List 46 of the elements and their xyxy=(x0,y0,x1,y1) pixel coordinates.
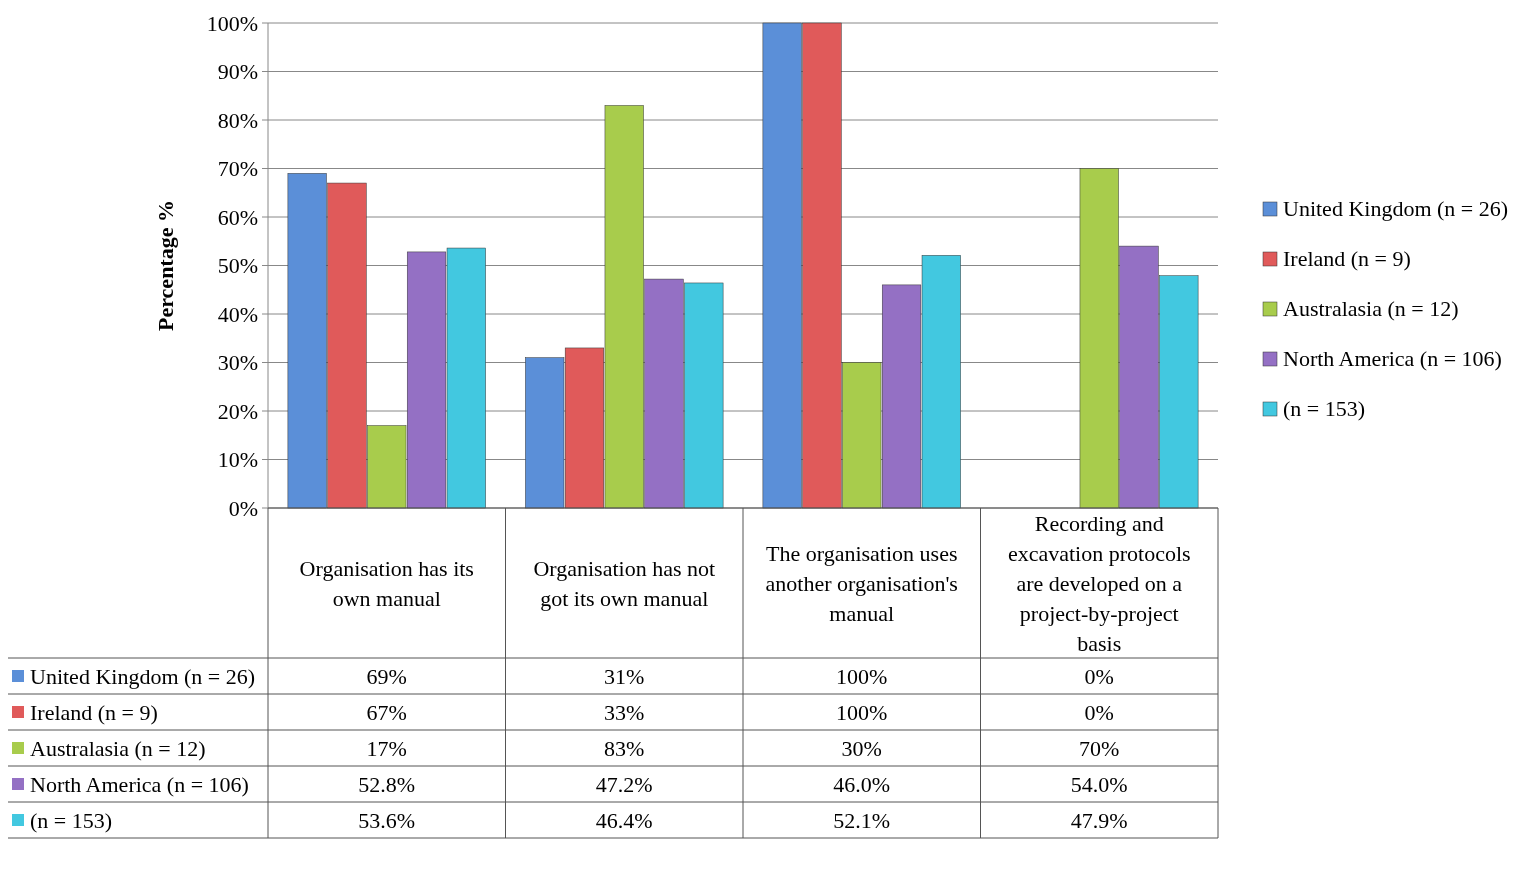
text: Australasia (n = 12) xyxy=(30,735,206,761)
x-tick-label: Organisation has its own manual xyxy=(299,555,474,611)
data-label: 83% xyxy=(604,735,645,761)
data-label: 17% xyxy=(366,735,407,761)
y-tick-label: 50% xyxy=(217,253,258,279)
y-tick-label: 70% xyxy=(217,156,258,182)
y-tick-label: 10% xyxy=(217,447,258,473)
text: Ireland (n = 9) xyxy=(1283,245,1411,271)
data-label: 0% xyxy=(1084,699,1114,725)
legend-label: United Kingdom (n = 26) xyxy=(30,663,256,689)
data-label: 46.4% xyxy=(595,807,653,833)
legend-label: North America (n = 106) xyxy=(1283,345,1502,371)
y-tick-label: 20% xyxy=(217,398,258,424)
data-label: 100% xyxy=(836,663,888,689)
data-label: 53.6% xyxy=(358,807,416,833)
y-tick-label: 80% xyxy=(217,107,258,133)
data-label: 0% xyxy=(1084,663,1114,689)
y-tick-label: 60% xyxy=(217,204,258,230)
legend-label: Ireland (n = 9) xyxy=(30,699,158,725)
y-tick-label: 0% xyxy=(228,495,258,521)
legend-label: Australasia (n = 12) xyxy=(1283,295,1459,321)
y-tick-label: 30% xyxy=(217,350,258,376)
text: United Kingdom (n = 26) xyxy=(1283,195,1509,221)
data-label: 52.8% xyxy=(358,771,416,797)
data-label: 46.0% xyxy=(833,771,891,797)
data-label: 70% xyxy=(1079,735,1120,761)
x-tick-label: Organisation has not got its own manual xyxy=(533,555,716,611)
data-label: 47.2% xyxy=(595,771,653,797)
data-label: 69% xyxy=(366,663,407,689)
data-label: 30% xyxy=(841,735,882,761)
data-label: 100% xyxy=(836,699,888,725)
text: (n = 153) xyxy=(30,807,113,833)
text: North America (n = 106) xyxy=(30,771,249,797)
data-label: 47.9% xyxy=(1070,807,1128,833)
legend-label: (n = 153) xyxy=(1283,395,1366,421)
data-label: 67% xyxy=(366,699,407,725)
data-label: 31% xyxy=(604,663,645,689)
data-label: 52.1% xyxy=(833,807,891,833)
y-tick-label: 90% xyxy=(217,59,258,85)
y-axis-title: Percentage % xyxy=(153,200,178,331)
data-label: 33% xyxy=(604,699,645,725)
x-tick-label: Recording and excavation protocols are developed on a project-by-project basis xyxy=(1007,510,1191,656)
data-label: 54.0% xyxy=(1070,771,1128,797)
x-tick-label: The organisation uses another organisation's manual xyxy=(765,540,958,626)
y-tick-label: 40% xyxy=(217,301,258,327)
y-tick-label: 100% xyxy=(206,10,258,36)
